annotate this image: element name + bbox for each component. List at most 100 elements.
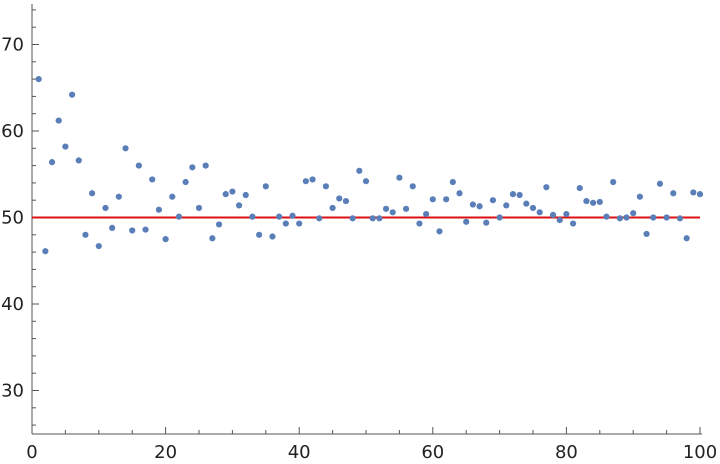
data-point bbox=[362, 178, 370, 185]
data-point bbox=[316, 215, 323, 222]
data-point bbox=[636, 193, 643, 200]
data-point bbox=[469, 201, 476, 208]
data-point bbox=[129, 227, 136, 234]
data-point bbox=[436, 228, 443, 235]
data-point bbox=[349, 215, 356, 222]
data-point bbox=[543, 184, 550, 191]
data-point bbox=[416, 220, 423, 227]
data-point bbox=[55, 117, 62, 124]
data-point bbox=[135, 162, 142, 169]
data-point bbox=[329, 204, 336, 212]
data-point bbox=[389, 209, 396, 216]
y-tick-label: 40 bbox=[1, 294, 24, 315]
data-point bbox=[68, 91, 76, 98]
data-point bbox=[155, 206, 163, 213]
y-tick-label: 70 bbox=[1, 35, 24, 56]
data-point bbox=[109, 224, 116, 231]
data-point bbox=[322, 183, 330, 190]
data-point bbox=[616, 215, 623, 222]
data-point bbox=[89, 190, 96, 197]
x-tick-label: 100 bbox=[683, 442, 717, 463]
data-point bbox=[209, 235, 216, 242]
data-point bbox=[683, 235, 690, 242]
data-point bbox=[523, 200, 530, 207]
data-point bbox=[342, 197, 350, 205]
data-point bbox=[102, 204, 109, 212]
data-point bbox=[296, 220, 303, 227]
data-point bbox=[549, 211, 557, 219]
data-point bbox=[229, 188, 236, 195]
data-point bbox=[483, 219, 490, 226]
data-point bbox=[556, 216, 563, 224]
data-point bbox=[423, 210, 430, 218]
data-point bbox=[356, 167, 363, 174]
data-point bbox=[215, 221, 223, 228]
data-point bbox=[603, 213, 610, 220]
x-tick-label: 80 bbox=[555, 442, 578, 463]
data-point bbox=[202, 162, 209, 169]
data-point bbox=[369, 215, 376, 222]
data-point bbox=[309, 176, 316, 183]
data-point bbox=[195, 204, 203, 212]
data-point bbox=[576, 184, 583, 192]
data-point bbox=[623, 214, 630, 221]
data-point bbox=[610, 178, 617, 186]
data-point bbox=[643, 230, 650, 238]
y-tick-label: 30 bbox=[1, 381, 24, 402]
data-point bbox=[536, 209, 543, 216]
data-point bbox=[302, 178, 309, 185]
tick-labels: 0 20 40 60 80 100 30 40 50 60 70 bbox=[1, 35, 717, 464]
data-point bbox=[463, 218, 470, 225]
data-point bbox=[382, 205, 390, 212]
data-point bbox=[590, 199, 597, 206]
data-point bbox=[509, 191, 517, 198]
data-point bbox=[75, 157, 82, 164]
data-point bbox=[563, 210, 570, 218]
data-point bbox=[122, 145, 129, 152]
x-tick-label: 60 bbox=[421, 442, 444, 463]
data-point bbox=[42, 248, 49, 255]
data-point bbox=[503, 202, 510, 209]
data-point bbox=[516, 191, 523, 199]
data-point bbox=[396, 174, 403, 181]
data-point bbox=[249, 213, 256, 220]
data-point bbox=[402, 205, 410, 212]
data-point bbox=[242, 191, 249, 199]
data-point bbox=[149, 176, 156, 183]
data-point bbox=[663, 214, 670, 221]
data-point bbox=[189, 164, 196, 171]
x-tick-label: 40 bbox=[288, 442, 311, 463]
y-tick-label: 50 bbox=[1, 208, 24, 229]
data-point bbox=[169, 193, 176, 200]
data-point bbox=[289, 212, 296, 219]
data-points bbox=[35, 76, 704, 255]
data-point bbox=[269, 233, 276, 240]
data-point bbox=[630, 210, 637, 217]
data-point bbox=[650, 214, 657, 221]
data-point bbox=[409, 183, 416, 190]
data-point bbox=[62, 143, 69, 150]
data-point bbox=[569, 220, 577, 227]
data-point bbox=[496, 214, 503, 221]
data-point bbox=[443, 196, 450, 203]
data-point bbox=[690, 189, 697, 196]
data-point bbox=[115, 193, 122, 200]
data-point bbox=[676, 215, 684, 222]
data-point bbox=[162, 236, 169, 243]
data-point bbox=[449, 178, 456, 186]
data-point bbox=[670, 190, 677, 197]
data-point bbox=[82, 231, 89, 238]
data-point bbox=[476, 203, 483, 210]
data-point bbox=[429, 196, 436, 203]
data-point bbox=[282, 220, 289, 227]
data-point bbox=[489, 197, 497, 204]
data-point bbox=[336, 195, 343, 202]
data-point bbox=[35, 76, 42, 83]
data-point bbox=[376, 215, 383, 222]
data-point bbox=[696, 191, 704, 198]
data-point bbox=[596, 198, 603, 206]
data-point bbox=[222, 191, 229, 198]
y-tick-label: 60 bbox=[1, 121, 24, 142]
data-point bbox=[182, 178, 189, 186]
x-tick-label: 20 bbox=[154, 442, 177, 463]
